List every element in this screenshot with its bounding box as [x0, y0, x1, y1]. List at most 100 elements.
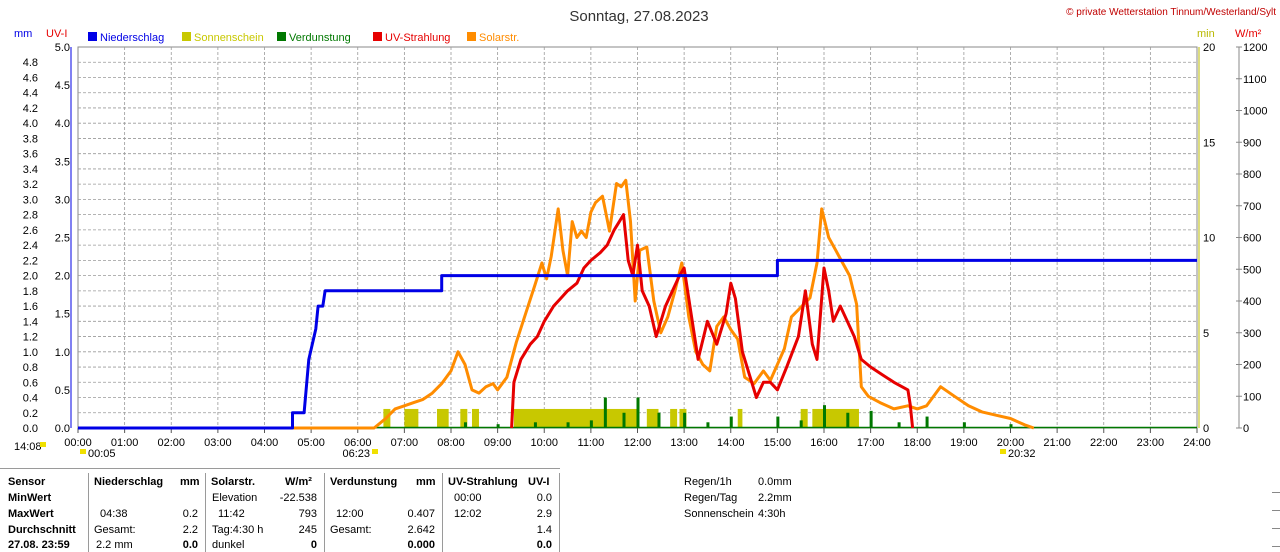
wm2-tick-label: 1100 — [1243, 74, 1267, 86]
copyright-text: © private Wetterstation Tinnum/Westerlan… — [1066, 7, 1276, 18]
legend: Niederschlag Sonnenschein Verdunstung UV-St… — [88, 32, 519, 44]
uv-avg-value: 1.4 — [536, 524, 552, 536]
uv-unit: UV-I — [528, 476, 550, 488]
evaporation-bar — [657, 412, 661, 428]
time-tick-label: 24:00 — [1183, 437, 1211, 449]
mm-tick-label: 0.4 — [23, 393, 38, 405]
legend-swatch — [467, 32, 476, 41]
sunshine-bar — [737, 408, 743, 428]
mm-tick-label: 3.6 — [23, 149, 38, 161]
niederschlag-max-value: 0.2 — [182, 508, 198, 520]
mm-tick-label: 2.8 — [23, 210, 38, 222]
evaporation-bar — [823, 405, 826, 428]
verdunstung-max-value: 0.407 — [407, 508, 435, 520]
evaporation-bar — [622, 412, 626, 428]
mm-tick-label: 0.2 — [23, 408, 38, 420]
evaporation-bar — [533, 422, 537, 428]
time-tick-label: 05:00 — [297, 437, 325, 449]
time-tick-label: 22:00 — [1090, 437, 1118, 449]
rain-day-value: 2.2mm — [758, 492, 792, 504]
niederschlag-max-time: 04:38 — [100, 508, 128, 520]
time-marker-label: 06:23 — [342, 448, 370, 460]
min-axis-label: min — [1197, 28, 1215, 40]
series-line-niederschlag — [78, 258, 1197, 430]
verdunstung-unit: mm — [416, 476, 436, 488]
solar-elevation-label: Elevation — [212, 492, 258, 504]
series-line-solarstr- — [78, 178, 1035, 430]
rain-1h-value: 0.0mm — [758, 476, 792, 488]
wm2-tick-label: 0 — [1243, 423, 1249, 435]
plot-grid — [70, 46, 1240, 429]
verdunstung-max-time: 12:00 — [336, 508, 364, 520]
niederschlag-unit: mm — [180, 476, 200, 488]
uv-tick-label: 0.5 — [55, 385, 70, 397]
evaporation-bar — [683, 412, 687, 428]
time-tick-label: 06:00 — [344, 437, 372, 449]
sunshine-bar — [812, 408, 859, 428]
solar-last-value: 0 — [310, 539, 317, 551]
sunshine-bar — [513, 408, 638, 428]
evaporation-bar — [1009, 424, 1013, 428]
mm-tick-label: 1.8 — [23, 286, 38, 298]
sunshine-bar — [679, 408, 687, 428]
min-tick-label: 10 — [1203, 233, 1215, 245]
uv-tick-label: 2.0 — [55, 271, 70, 283]
legend-swatch — [277, 32, 286, 41]
uv-axis-label: UV-I — [46, 28, 67, 40]
stats-divider — [442, 473, 443, 552]
mm-tick-label: 1.2 — [23, 332, 38, 344]
evaporation-bar — [776, 416, 780, 428]
last-row-label: 27.08. 23:59 — [8, 539, 70, 551]
sunshine-bars — [383, 408, 859, 428]
sunshine-bar — [471, 408, 479, 428]
uv-tick-label: 1.0 — [55, 347, 70, 359]
wm2-tick-label: 500 — [1243, 264, 1261, 276]
wm2-tick-label: 600 — [1243, 233, 1261, 245]
evaporation-bar — [897, 422, 901, 428]
mm-tick-label: 0.6 — [23, 377, 38, 389]
min-tick-label: 20 — [1203, 42, 1215, 54]
evaporation-bar — [603, 397, 607, 428]
mm-tick-label: 2.0 — [23, 271, 38, 283]
sun-marker-icon — [40, 442, 46, 447]
wm2-tick-label: 900 — [1243, 137, 1261, 149]
mm-tick-label: 3.0 — [23, 194, 38, 206]
verdunstung-total-label: Gesamt: — [330, 524, 372, 536]
niederschlag-total-label: Gesamt: — [94, 524, 136, 536]
edge-tick — [1272, 528, 1280, 529]
solar-unit: W/m² — [285, 476, 312, 488]
sunshine-bar — [646, 408, 659, 428]
chart-title: Sonntag, 27.08.2023 — [569, 8, 708, 25]
time-tick-label: 12:00 — [624, 437, 652, 449]
min-axis-ticks: 0 5 10 15 20 — [1203, 42, 1215, 435]
evaporation-bar — [799, 420, 803, 428]
legend-label: Verdunstung — [289, 32, 351, 44]
mm-tick-label: 1.4 — [23, 316, 38, 328]
evaporation-bar — [496, 424, 500, 428]
evaporation-bar — [962, 422, 966, 428]
niederschlag-last-bold: 0.0 — [182, 539, 198, 551]
time-tick-label: 16:00 — [810, 437, 838, 449]
time-tick-label: 11:00 — [578, 437, 605, 449]
time-marker-label: 20:32 — [1008, 448, 1036, 460]
time-tick-label: 02:00 — [157, 437, 185, 449]
uv-tick-label: 4.0 — [55, 118, 70, 130]
uv-tick-label: 2.5 — [55, 233, 70, 245]
evaporation-bar — [566, 422, 570, 428]
mm-axis-ticks: 0.0 0.2 0.4 0.6 0.8 1.0 1.2 1.4 1.6 1.8 2.0 2.2 2.4 2… — [23, 57, 38, 435]
evaporation-bar — [463, 422, 467, 428]
mm-tick-label: 2.4 — [23, 240, 38, 252]
mm-tick-label: 4.8 — [23, 57, 38, 69]
legend-swatch — [182, 32, 191, 41]
sun-marker-icon — [80, 449, 86, 454]
time-markers: 14:08 00:05 06:23 20:32 — [14, 441, 1036, 460]
solar-day-value: 245 — [298, 524, 317, 536]
sunshine-bar — [437, 408, 449, 428]
mm-tick-label: 1.6 — [23, 301, 38, 313]
sunshine-value: 4:30h — [758, 508, 786, 520]
verdunstung-total-value: 2.642 — [407, 524, 435, 536]
wm2-axis-label: W/m² — [1235, 28, 1262, 40]
niederschlag-header: Niederschlag — [94, 476, 164, 488]
legend-swatch — [373, 32, 382, 41]
stats-divider — [324, 473, 325, 552]
